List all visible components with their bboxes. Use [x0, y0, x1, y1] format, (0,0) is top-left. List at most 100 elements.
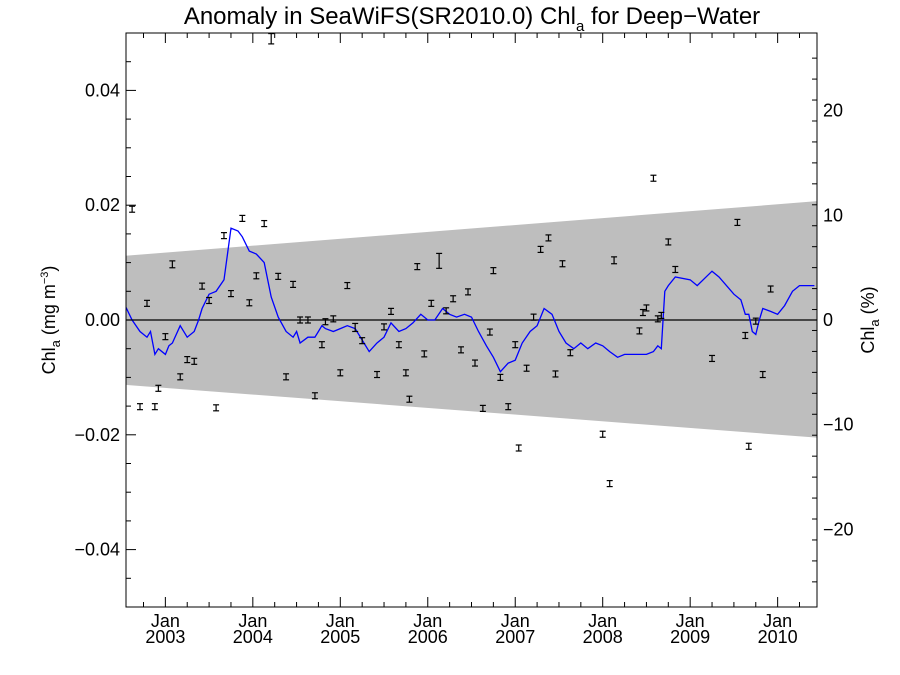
- data-point: [169, 260, 176, 269]
- data-point: [261, 219, 268, 228]
- data-point: [428, 299, 435, 307]
- x-tick-month-label: Jan: [413, 611, 442, 631]
- data-point: [253, 272, 260, 280]
- data-point: [337, 369, 344, 377]
- y-right-tick-label: −10: [823, 415, 854, 435]
- data-point: [767, 285, 774, 293]
- data-point: [297, 316, 304, 324]
- data-point: [752, 317, 759, 325]
- x-tick-month-label: Jan: [501, 611, 530, 631]
- x-tick-year-label: 2009: [670, 627, 710, 647]
- x-tick-year-label: 2007: [495, 627, 535, 647]
- x-tick-month-label: Jan: [238, 611, 267, 631]
- data-point: [129, 205, 136, 213]
- y-axis-right-label-units: (%): [858, 286, 878, 319]
- x-tick-year-label: 2008: [583, 627, 623, 647]
- data-point: [636, 327, 643, 335]
- x-tick-year-label: 2006: [408, 627, 448, 647]
- data-point: [497, 373, 504, 381]
- data-point: [283, 373, 290, 381]
- y-axis-right-label: Chla (%): [858, 286, 882, 353]
- data-point: [479, 404, 486, 412]
- running-mean-line: [126, 227, 815, 373]
- chart-title: Anomaly in SeaWiFS(SR2010.0) Chla for De…: [184, 3, 760, 35]
- data-point: [742, 331, 749, 340]
- data-point: [545, 234, 552, 242]
- data-points-layer: [129, 33, 774, 488]
- data-point: [184, 356, 191, 364]
- data-point: [486, 328, 493, 336]
- y-left-tick-label: 0.04: [85, 80, 120, 100]
- x-tick-month-label: Jan: [588, 611, 617, 631]
- data-point: [151, 403, 158, 411]
- data-point: [414, 263, 421, 271]
- data-point: [268, 33, 275, 45]
- data-point: [406, 395, 413, 403]
- data-point: [443, 307, 450, 315]
- data-point: [665, 238, 672, 246]
- x-tick-year-label: 2005: [320, 627, 360, 647]
- y-right-tick-label: 10: [823, 205, 843, 225]
- data-point: [290, 280, 297, 289]
- data-point: [471, 359, 478, 367]
- y-axis-left-label-end: ): [39, 266, 59, 272]
- data-point: [611, 256, 618, 265]
- data-point: [322, 318, 329, 326]
- data-point: [512, 341, 519, 349]
- x-tick-year-label: 2010: [758, 627, 798, 647]
- y-axis-left-label-subscript: a: [48, 339, 63, 347]
- data-point: [505, 403, 512, 411]
- data-point: [359, 337, 366, 345]
- data-point: [567, 349, 574, 357]
- x-tick-month-label: Jan: [151, 611, 180, 631]
- data-point: [318, 341, 325, 349]
- chart-title-main: Anomaly in SeaWiFS(SR2010.0) Chl: [184, 3, 576, 30]
- data-point: [199, 282, 206, 290]
- chart-title-subscript: a: [576, 18, 585, 35]
- x-tick-year-label: 2003: [145, 627, 185, 647]
- data-point: [458, 346, 465, 354]
- x-tick-month-label: Jan: [763, 611, 792, 631]
- data-point: [177, 373, 184, 381]
- data-point: [227, 289, 234, 298]
- data-point: [143, 299, 150, 307]
- y-right-tick-label: 0: [823, 310, 833, 330]
- data-point: [388, 307, 395, 315]
- y-axis-left-label-units: (mg m: [39, 284, 59, 340]
- y-right-tick-label: 20: [823, 101, 843, 121]
- data-point: [606, 479, 613, 488]
- data-point: [523, 364, 530, 372]
- data-point: [421, 350, 428, 358]
- data-point: [639, 308, 646, 317]
- data-point: [402, 369, 409, 377]
- data-point: [734, 218, 741, 227]
- data-point: [515, 444, 522, 452]
- data-point: [311, 392, 318, 400]
- data-point: [709, 354, 716, 363]
- data-point: [537, 245, 544, 253]
- data-point: [155, 384, 162, 392]
- data-point: [530, 313, 537, 321]
- data-point: [344, 281, 351, 290]
- y-left-tick-label: 0.00: [85, 310, 120, 330]
- y-axis-right-label-subscript: a: [867, 319, 882, 327]
- data-point: [465, 288, 472, 296]
- axes-layer: 0.040.020.00−0.02−0.0420100−10−20Jan2003…: [74, 32, 854, 647]
- data-point: [450, 295, 457, 303]
- y-axis-left-label-main: Chl: [39, 347, 59, 374]
- data-point: [672, 265, 679, 274]
- data-point: [304, 316, 311, 324]
- data-point: [136, 403, 143, 411]
- data-point: [381, 323, 388, 331]
- y-axis-right-label-main: Chl: [858, 327, 878, 354]
- data-point: [559, 260, 566, 268]
- data-point: [220, 232, 227, 240]
- chart-title-rest: for Deep−Water: [584, 3, 760, 30]
- x-tick-year-label: 2004: [233, 627, 273, 647]
- data-point: [643, 304, 650, 312]
- y-left-tick-label: −0.04: [74, 540, 120, 560]
- data-point: [650, 174, 657, 182]
- y-axis-left-label-superscript: −3: [39, 272, 51, 285]
- data-point: [275, 272, 282, 280]
